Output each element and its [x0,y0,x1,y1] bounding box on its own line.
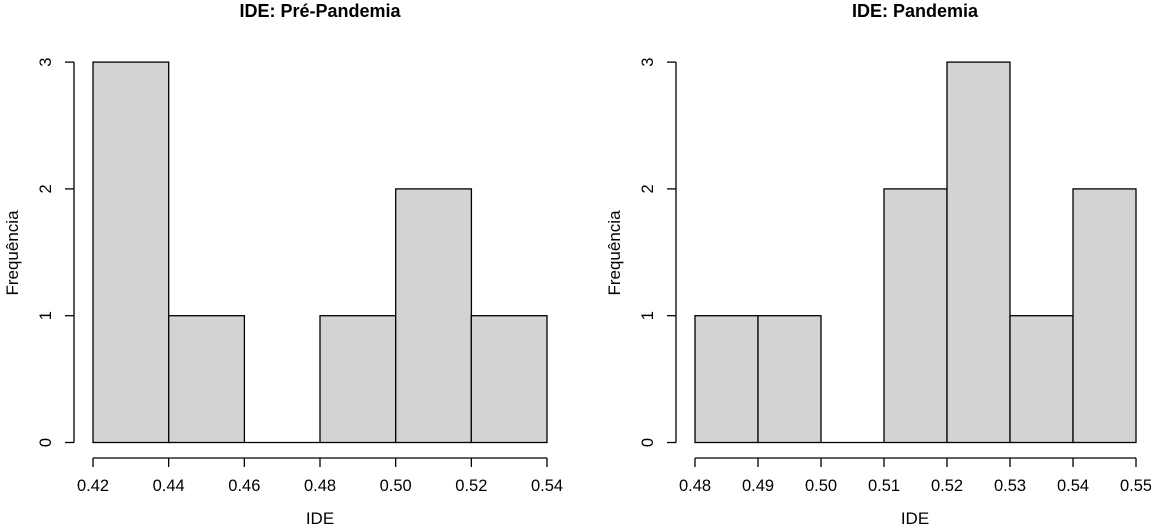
right-x-axis-label: IDE [900,509,930,528]
histogram-bar [946,61,1011,444]
x-tick-label: 0.50 [380,477,412,495]
histogram-bar [1009,315,1074,444]
x-tick-label: 0.42 [77,477,109,495]
histogram-bar [319,315,397,444]
x-tick-label: 0.50 [805,477,837,495]
histogram-bar [694,315,759,444]
x-tick-label: 0.55 [1120,477,1151,495]
x-tick-label: 0.46 [228,477,260,495]
right-chart-title: IDE: Pandemia [851,1,979,21]
y-tick-label: 3 [37,58,55,67]
y-tick-label: 1 [639,311,657,320]
y-tick-label: 0 [639,438,657,447]
x-tick-label: 0.52 [931,477,963,495]
y-tick-label: 2 [639,184,657,193]
histogram-bar [395,188,473,444]
x-tick-label: 0.51 [868,477,900,495]
y-tick-label: 3 [639,58,657,67]
x-tick-label: 0.49 [742,477,774,495]
y-tick-label: 2 [37,184,55,193]
histogram-bar [883,188,948,444]
left-y-axis-label: Frequência [3,210,22,296]
histogram-bar [92,61,170,444]
histogram-bar [168,315,246,444]
left-x-axis-label: IDE [305,509,335,528]
histogram-pre-pandemia: 0.42 0.44 0.46 0.48 0.50 0.52 0.54 0 1 2 3 [37,58,563,495]
x-tick-label: 0.48 [304,477,336,495]
histogram-bar [757,315,822,444]
left-chart-title: IDE: Pré-Pandemia [239,1,401,21]
histogram-bar [1072,188,1137,444]
y-tick-label: 1 [37,311,55,320]
x-tick-label: 0.54 [1057,477,1089,495]
x-tick-label: 0.52 [455,477,487,495]
x-tick-label: 0.53 [994,477,1026,495]
x-tick-label: 0.54 [531,477,563,495]
histogram-pandemia: 0.48 0.49 0.50 0.51 0.52 0.53 0.54 0.55 0 1 2 3 [639,58,1151,495]
right-y-axis-label: Frequência [605,210,624,296]
y-tick-label: 0 [37,438,55,447]
x-tick-label: 0.44 [153,477,185,495]
x-tick-label: 0.48 [679,477,711,495]
histogram-bar [470,315,548,444]
